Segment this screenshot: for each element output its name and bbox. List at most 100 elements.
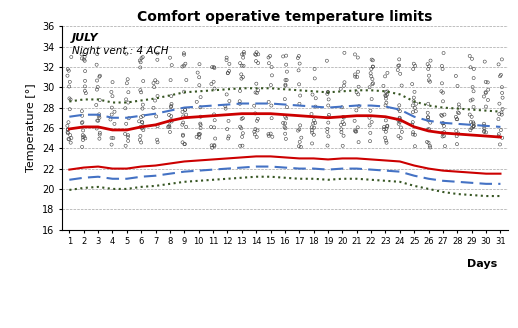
Point [254, 60, 262, 66]
Point [468, 114, 476, 119]
Point [78, 56, 86, 61]
Point [153, 140, 162, 145]
Point [224, 134, 233, 139]
Point [67, 135, 76, 141]
Point [195, 132, 203, 137]
Point [295, 53, 303, 59]
Point [122, 143, 130, 148]
Point [295, 61, 304, 66]
Point [65, 84, 74, 89]
Point [351, 52, 359, 57]
Point [137, 55, 146, 61]
Point [480, 121, 488, 126]
Point [410, 95, 418, 100]
Point [237, 126, 246, 131]
Point [178, 122, 186, 127]
Point [267, 103, 276, 108]
Point [167, 103, 176, 109]
Point [138, 126, 146, 131]
Point [440, 112, 449, 117]
Point [79, 135, 87, 140]
Point [210, 125, 218, 130]
Point [383, 124, 392, 129]
Point [81, 88, 89, 93]
Point [498, 135, 506, 140]
Point [139, 102, 147, 107]
Point [167, 101, 176, 107]
Point [64, 131, 72, 136]
Point [494, 116, 502, 122]
Point [366, 71, 375, 76]
Point [180, 142, 189, 147]
Point [239, 51, 248, 56]
Point [151, 78, 160, 83]
Point [265, 133, 273, 138]
Point [281, 83, 290, 88]
Point [455, 102, 463, 107]
Point [312, 96, 320, 101]
Point [494, 134, 502, 139]
Point [92, 102, 100, 108]
Point [281, 77, 290, 83]
Point [470, 66, 478, 72]
Point [236, 143, 244, 148]
Point [410, 99, 418, 104]
Point [409, 130, 417, 135]
Point [64, 130, 72, 135]
Point [224, 71, 232, 76]
Point [196, 114, 205, 119]
Point [295, 144, 303, 149]
Point [294, 55, 302, 61]
Point [495, 112, 503, 117]
Point [381, 103, 390, 108]
Point [210, 65, 218, 70]
Point [167, 104, 175, 110]
Point [297, 135, 306, 140]
Point [238, 116, 246, 121]
Point [125, 116, 133, 121]
Point [282, 77, 291, 83]
Point [137, 114, 145, 120]
Point [166, 129, 174, 134]
Point [64, 136, 73, 142]
Point [382, 140, 391, 145]
Point [93, 126, 101, 131]
Point [110, 109, 119, 114]
Point [412, 109, 420, 114]
Point [165, 124, 174, 130]
Point [208, 65, 216, 70]
Point [426, 58, 435, 63]
Point [67, 54, 76, 60]
Point [121, 106, 130, 111]
Point [338, 105, 346, 110]
Point [95, 112, 103, 117]
Text: Days: Days [467, 259, 497, 269]
Point [437, 112, 445, 117]
Point [498, 112, 506, 117]
Point [368, 76, 377, 82]
Point [469, 120, 478, 125]
Point [164, 124, 172, 130]
Point [480, 129, 488, 134]
Point [453, 141, 461, 147]
Point [369, 64, 377, 70]
Point [337, 86, 345, 92]
Point [467, 119, 475, 125]
Point [308, 130, 316, 135]
Point [124, 90, 133, 95]
Point [396, 119, 404, 125]
Point [208, 143, 216, 148]
Point [93, 78, 101, 83]
Point [296, 139, 304, 145]
Point [495, 62, 503, 67]
Point [353, 74, 362, 80]
Point [238, 134, 246, 139]
Point [480, 94, 488, 99]
Point [468, 56, 476, 61]
Point [498, 90, 506, 95]
Point [251, 51, 260, 57]
Point [424, 110, 432, 115]
Point [396, 109, 404, 114]
Point [466, 53, 474, 59]
Point [165, 112, 173, 117]
